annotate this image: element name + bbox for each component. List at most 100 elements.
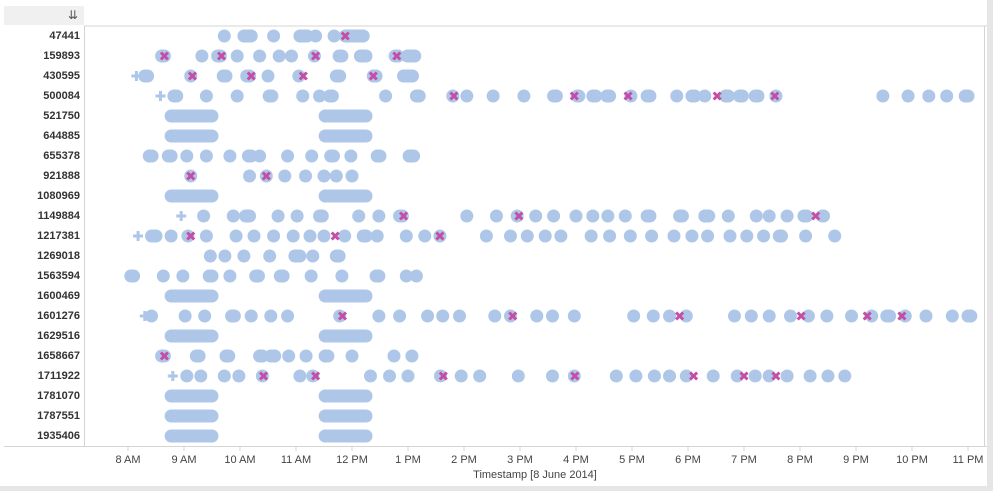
error-x-stroke xyxy=(337,311,348,321)
event-mark xyxy=(547,89,563,103)
x-tick-label: 2 PM xyxy=(451,454,477,466)
event-mark xyxy=(723,229,737,243)
error-mark xyxy=(337,311,348,321)
event-mark xyxy=(263,249,277,263)
event-mark xyxy=(243,169,257,183)
row-label: 655378 xyxy=(43,150,80,162)
error-mark xyxy=(712,91,722,101)
error-mark xyxy=(623,91,633,101)
event-mark xyxy=(372,209,386,223)
event-mark xyxy=(706,369,720,383)
error-mark xyxy=(398,211,409,221)
event-mark xyxy=(281,149,295,163)
event-mark xyxy=(749,209,763,223)
event-mark xyxy=(436,309,450,323)
event-mark xyxy=(317,169,331,183)
event-mark xyxy=(164,429,219,443)
event-mark xyxy=(609,369,623,383)
error-mark xyxy=(392,51,402,61)
event-mark xyxy=(530,309,544,323)
event-mark xyxy=(253,149,267,163)
x-tick-label: 4 PM xyxy=(563,454,589,466)
event-mark xyxy=(538,229,552,243)
event-mark xyxy=(387,349,401,363)
event-mark xyxy=(901,89,915,103)
event-mark xyxy=(567,309,581,323)
event-mark xyxy=(646,309,660,323)
event-mark xyxy=(547,209,561,223)
event-mark xyxy=(701,229,715,243)
event-mark xyxy=(164,109,219,123)
error-mark xyxy=(246,71,256,81)
event-mark xyxy=(453,309,467,323)
x-tick-label: 1 PM xyxy=(395,454,421,466)
error-x-stroke xyxy=(796,311,806,321)
error-x-stroke xyxy=(675,311,685,321)
event-mark xyxy=(164,409,219,423)
event-mark xyxy=(401,369,415,383)
event-mark xyxy=(285,49,299,63)
event-mark xyxy=(409,89,426,103)
event-mark xyxy=(306,369,320,383)
event-mark xyxy=(685,89,702,103)
event-mark xyxy=(647,369,661,383)
event-mark xyxy=(820,309,834,323)
x-tick-label: 12 PM xyxy=(336,454,368,466)
event-mark xyxy=(673,209,689,223)
error-mark xyxy=(689,371,699,381)
row-label: 1563594 xyxy=(37,270,80,282)
row-label: 1787551 xyxy=(37,410,80,422)
event-mark xyxy=(318,129,373,143)
event-mark xyxy=(145,229,163,243)
error-x-stroke xyxy=(187,71,197,81)
error-mark xyxy=(311,51,321,61)
event-mark xyxy=(180,149,194,163)
event-mark xyxy=(479,229,493,243)
x-tick-label: 8 PM xyxy=(787,454,813,466)
event-mark xyxy=(229,229,243,243)
sort-button[interactable]: ⇊ xyxy=(4,6,84,25)
error-x-stroke xyxy=(862,311,872,321)
error-mark xyxy=(570,371,580,381)
sort-descending-icon[interactable]: ⇊ xyxy=(67,8,78,22)
event-mark xyxy=(281,309,295,323)
event-mark xyxy=(876,89,890,103)
event-mark xyxy=(783,309,797,323)
event-mark xyxy=(379,89,393,103)
event-mark xyxy=(511,369,525,383)
error-x-stroke xyxy=(159,351,169,361)
event-mark xyxy=(369,269,386,283)
event-mark xyxy=(249,269,265,283)
event-mark xyxy=(217,29,231,43)
event-mark xyxy=(164,329,219,343)
event-mark xyxy=(603,229,617,243)
event-mark xyxy=(327,29,341,43)
event-mark xyxy=(189,349,206,363)
event-mark xyxy=(733,89,749,103)
error-x-stroke xyxy=(311,51,321,61)
event-mark xyxy=(167,89,184,103)
error-x-stroke xyxy=(340,31,350,41)
event-mark xyxy=(261,69,275,83)
x-tick-label: 9 AM xyxy=(171,454,196,466)
error-x-stroke xyxy=(261,171,271,181)
event-mark xyxy=(318,349,335,363)
event-mark xyxy=(517,89,531,103)
event-mark xyxy=(433,369,447,383)
event-mark xyxy=(288,249,307,263)
event-mark xyxy=(199,149,213,163)
event-mark xyxy=(329,169,343,183)
event-mark xyxy=(145,309,159,323)
event-mark xyxy=(267,229,281,243)
event-mark xyxy=(797,209,814,223)
event-mark xyxy=(898,309,912,323)
event-mark xyxy=(216,69,233,83)
event-mark xyxy=(370,229,384,243)
event-mark xyxy=(306,249,320,263)
error-mark xyxy=(298,71,308,81)
event-mark xyxy=(253,349,269,363)
error-x-stroke xyxy=(514,211,524,221)
row-label: 1600469 xyxy=(37,290,80,302)
event-mark xyxy=(305,149,319,163)
